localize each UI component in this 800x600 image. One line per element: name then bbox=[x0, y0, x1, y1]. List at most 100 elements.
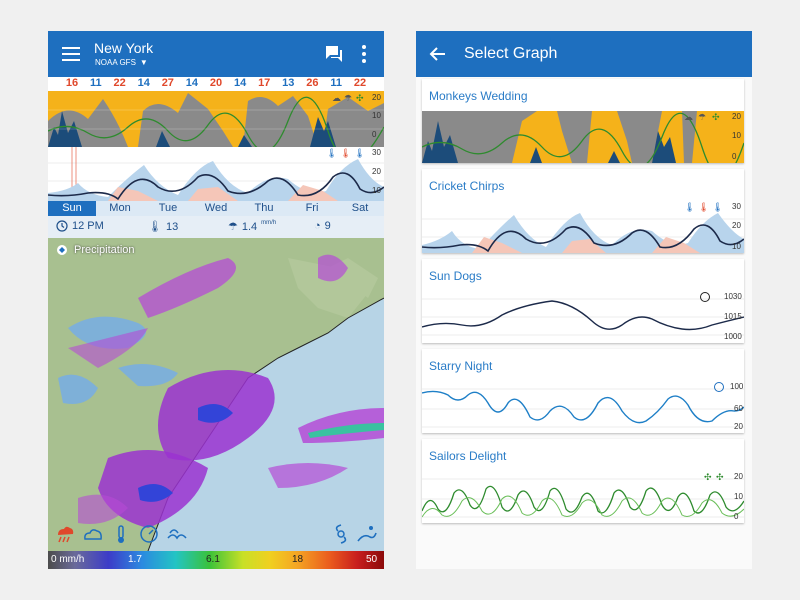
graph-preview: 100 60 20 bbox=[422, 381, 744, 433]
day-tab[interactable]: Fri bbox=[305, 202, 319, 214]
thermometer-icon: 🌡 bbox=[354, 148, 365, 158]
back-button[interactable] bbox=[428, 44, 448, 64]
graph-axis-label: 20 bbox=[372, 167, 381, 176]
wind-readout: ◔ 9 bbox=[314, 220, 331, 232]
graph-card-title: Sailors Delight bbox=[429, 449, 507, 463]
temp-value: 27 bbox=[161, 77, 174, 89]
menu-button[interactable] bbox=[60, 43, 82, 65]
graph-preview: 1030 1015 1000 bbox=[422, 291, 744, 343]
map-canvas bbox=[48, 238, 384, 551]
graph-card-starry-night[interactable]: Starry Night 100 60 20 bbox=[422, 349, 744, 433]
day-tab[interactable]: Sat bbox=[351, 202, 369, 214]
dew-point-icon: 🌡 bbox=[326, 148, 337, 158]
temp-value: 20 bbox=[209, 77, 223, 89]
graph-preview: 30 20 10 🌡 🌡 🌡 bbox=[422, 201, 744, 253]
thermometer-icon: 🌡 bbox=[698, 202, 709, 212]
graph-axis-label: 1015 bbox=[724, 312, 742, 321]
rain-icon: ☂ bbox=[698, 112, 706, 122]
screen-title: Select Graph bbox=[464, 45, 558, 62]
cloud-precip-graph[interactable]: 20 10 0 ☁ ☂ ✣ bbox=[48, 91, 384, 147]
temp-value: 22 bbox=[353, 77, 367, 89]
day-tab[interactable]: Thu bbox=[254, 202, 274, 214]
select-graph-screen: Select Graph Monkeys Wedding 20 10 0 ☁ ☂… bbox=[416, 31, 752, 569]
wind-icon: ✣ bbox=[712, 112, 720, 122]
temp-readout: 🌡 13 bbox=[148, 220, 179, 234]
graph-axis-label: 0 bbox=[732, 152, 737, 161]
graph-card-sailors-delight[interactable]: Sailors Delight 20 10 0 ✣ ✣ bbox=[422, 439, 744, 523]
rain-cloud-icon[interactable] bbox=[54, 523, 76, 545]
more-button[interactable] bbox=[354, 43, 374, 65]
layer-selector[interactable]: Precipitation bbox=[56, 244, 135, 256]
day-tab[interactable]: Sun bbox=[48, 201, 96, 216]
caret-down-icon: ▼ bbox=[139, 58, 148, 67]
surf-icon[interactable] bbox=[356, 523, 378, 545]
thermometer-icon: 🌡 bbox=[712, 202, 723, 212]
day-selector: Sun Mon Tue Wed Thu Fri Sat bbox=[48, 201, 384, 216]
graph-card-title: Sun Dogs bbox=[429, 269, 482, 283]
temp-value: 14 bbox=[185, 77, 199, 89]
temp-value: 13 bbox=[282, 77, 295, 89]
graph-card-cricket-chirps[interactable]: Cricket Chirps 30 20 10 🌡 🌡 🌡 bbox=[422, 169, 744, 253]
day-tab[interactable]: Mon bbox=[109, 202, 131, 214]
graph-axis-label: 10 bbox=[732, 242, 741, 251]
hurricane-icon[interactable] bbox=[330, 523, 352, 545]
graph-axis-label: 20 bbox=[732, 112, 741, 121]
temp-value: 11 bbox=[90, 77, 102, 89]
graph-card-monkeys-wedding[interactable]: Monkeys Wedding 20 10 0 ☁ ☂ ✣ bbox=[422, 79, 744, 163]
layers-icon bbox=[57, 245, 67, 255]
clock-icon bbox=[56, 220, 68, 232]
rain-icon: ☂ bbox=[344, 93, 352, 103]
wind-icon: ✣ bbox=[716, 472, 724, 482]
thermometer-icon: 🌡 bbox=[148, 221, 162, 233]
legend-label: 18 bbox=[292, 554, 304, 565]
temp-value: 16 bbox=[65, 77, 79, 89]
temp-value: 22 bbox=[113, 77, 126, 89]
more-vert-icon bbox=[362, 45, 366, 63]
sun-icon bbox=[714, 382, 724, 392]
graph-card-sun-dogs[interactable]: Sun Dogs 1030 1015 1000 bbox=[422, 259, 744, 343]
temp-value: 11 bbox=[330, 77, 342, 89]
graph-axis-label: 1000 bbox=[724, 332, 742, 341]
graph-axis-label: 20 bbox=[372, 93, 381, 102]
graph-card-title: Monkeys Wedding bbox=[429, 89, 528, 103]
arrow-back-icon bbox=[429, 47, 445, 61]
precipitation-map[interactable]: Precipitation bbox=[48, 238, 384, 551]
chat-icon bbox=[326, 46, 342, 62]
wave-icon[interactable] bbox=[166, 523, 188, 545]
graph-axis-label: 10 bbox=[734, 492, 743, 501]
rain-icon: ☂ bbox=[228, 221, 238, 233]
cloud-icon: ☁ bbox=[684, 112, 693, 122]
thermometer-icon[interactable] bbox=[110, 523, 132, 545]
chat-button[interactable] bbox=[324, 44, 344, 64]
graph-axis-label: 60 bbox=[734, 404, 743, 413]
graph-axis-label: 0 bbox=[734, 512, 739, 521]
precip-readout: ☂ 1.4 mm/h bbox=[228, 219, 277, 234]
thermometer-icon: 🌡 bbox=[340, 148, 351, 158]
graph-preview: 20 10 0 ☁ ☂ ✣ bbox=[422, 111, 744, 163]
temperature-row: 16 11 22 14 27 14 20 14 17 13 26 11 22 bbox=[48, 77, 384, 91]
graph-axis-label: 30 bbox=[732, 202, 741, 211]
time-readout[interactable]: 12 PM bbox=[56, 220, 104, 232]
pressure-gauge-icon bbox=[700, 292, 710, 302]
precip-unit: mm/h bbox=[261, 219, 277, 226]
graph-axis-label: 20 bbox=[732, 221, 741, 230]
graph-card-title: Starry Night bbox=[429, 359, 493, 373]
model-selector[interactable]: NOAA GFS ▼ bbox=[95, 58, 148, 67]
hamburger-icon bbox=[62, 47, 80, 61]
graph-axis-label: 1030 bbox=[724, 292, 742, 301]
graph-preview: 20 10 0 ✣ ✣ bbox=[422, 471, 744, 523]
graph-axis-label: 100 bbox=[730, 382, 744, 391]
cloud-icon[interactable] bbox=[82, 523, 104, 545]
legend-label: 0 mm/h bbox=[51, 554, 85, 565]
pressure-gauge-icon[interactable] bbox=[138, 523, 160, 545]
day-tab[interactable]: Tue bbox=[158, 202, 178, 214]
temp-readout-value: 13 bbox=[165, 220, 179, 233]
day-tab[interactable]: Wed bbox=[204, 202, 228, 214]
cloud-icon: ☁ bbox=[332, 93, 341, 103]
legend-label: 6.1 bbox=[206, 554, 220, 565]
model-label: NOAA GFS bbox=[95, 58, 136, 67]
info-bar: 12 PM 🌡 13 ☂ 1.4 mm/h ◔ 9 bbox=[48, 216, 384, 238]
temp-value: 26 bbox=[306, 77, 319, 89]
temperature-graph[interactable]: 30 20 10 🌡 🌡 🌡 bbox=[48, 147, 384, 201]
city-title[interactable]: New York bbox=[94, 40, 154, 56]
